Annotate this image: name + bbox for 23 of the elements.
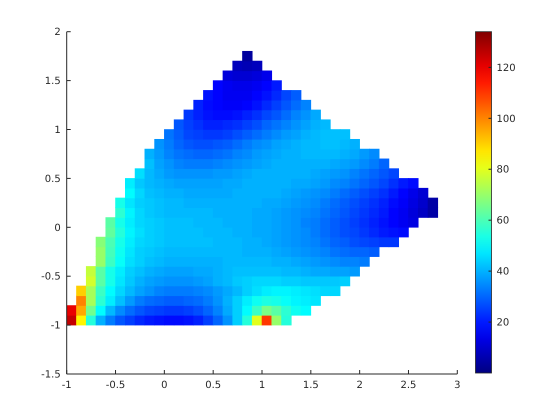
y-tick-label: 0.5 (44, 174, 61, 185)
color-bar-label: 100 (496, 114, 516, 125)
x-tick-label: 3 (454, 380, 460, 391)
color-bar-label: 40 (496, 266, 510, 278)
x-tick-label: 0.5 (205, 380, 222, 391)
y-tick-label: -0.5 (41, 272, 61, 283)
color-bar-label: 120 (496, 62, 516, 74)
x-tick-label: -0.5 (106, 380, 126, 391)
color-bar-label: 80 (496, 164, 510, 176)
y-tick-label: -1.5 (41, 370, 61, 380)
y-tick-label: 0 (54, 222, 61, 234)
y-tick-label: 1 (54, 125, 61, 136)
x-tick-label: 0 (161, 380, 168, 391)
x-tick-label: -1 (62, 380, 72, 391)
x-tick-label: 1.5 (302, 380, 319, 391)
y-tick-label: -1 (50, 320, 61, 332)
x-tick-label: 2.5 (400, 380, 416, 391)
y-tick-label: 1.5 (44, 76, 61, 88)
x-tick-label: 1 (258, 380, 266, 391)
color-bar-label: 20 (496, 318, 510, 329)
x-tick-label: 2 (356, 380, 363, 391)
y-tick-label: 2 (54, 27, 61, 38)
color-bar-label: 60 (496, 216, 510, 227)
